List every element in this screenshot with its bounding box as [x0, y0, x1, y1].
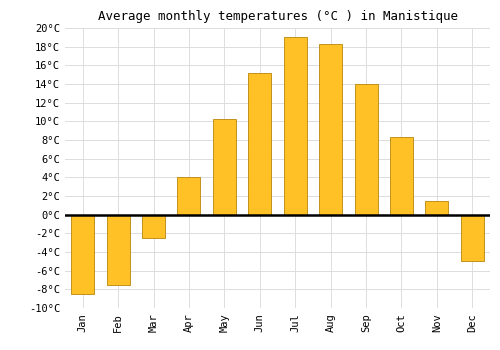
- Bar: [106, 215, 130, 285]
- Bar: [354, 84, 378, 215]
- Bar: [142, 215, 165, 238]
- Bar: [284, 37, 306, 215]
- Bar: [248, 73, 272, 215]
- Bar: [71, 215, 94, 294]
- Title: Average monthly temperatures (°C ) in Manistique: Average monthly temperatures (°C ) in Ma…: [98, 10, 458, 23]
- Bar: [319, 44, 342, 215]
- Bar: [213, 119, 236, 215]
- Bar: [178, 177, 201, 215]
- Bar: [426, 201, 448, 215]
- Bar: [390, 137, 413, 215]
- Bar: [461, 215, 484, 261]
